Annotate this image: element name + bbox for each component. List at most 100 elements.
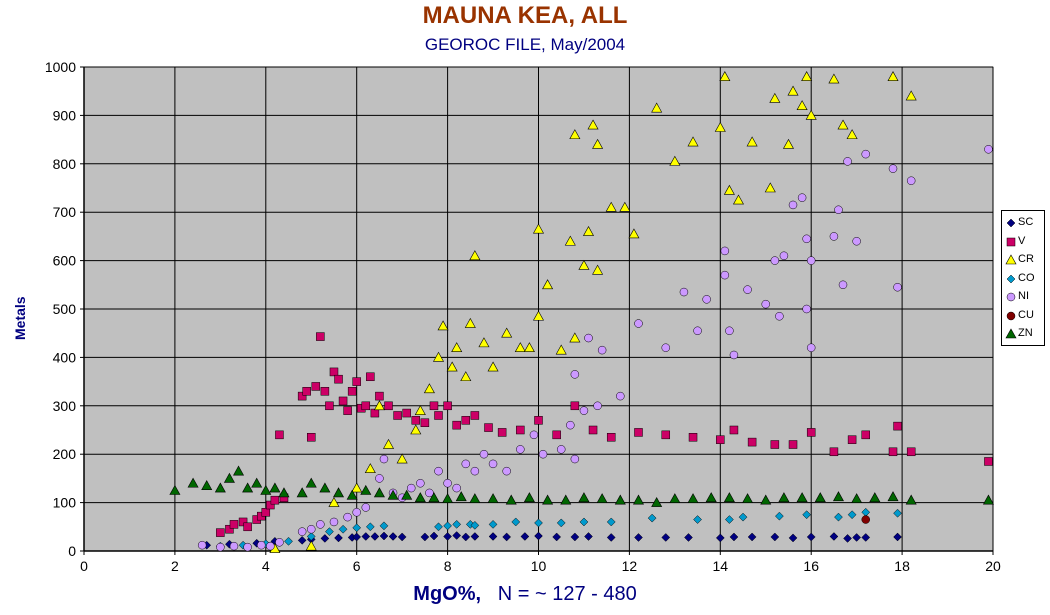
point-sc <box>320 534 330 543</box>
point-v <box>497 428 507 437</box>
point-ni <box>806 343 816 352</box>
point-ni <box>806 256 816 265</box>
point-v <box>370 408 380 418</box>
y-tick-label: 400 <box>53 349 77 365</box>
point-v <box>443 401 452 411</box>
point-v <box>270 495 280 505</box>
x-axis-title: MgO%, <box>413 583 482 605</box>
point-zn <box>723 492 735 503</box>
point-cr <box>451 342 463 353</box>
point-ni <box>770 256 780 265</box>
point-zn <box>614 494 626 505</box>
point-ni <box>861 149 870 159</box>
point-v <box>484 423 493 432</box>
legend-marker-co <box>1006 274 1016 283</box>
point-co <box>647 513 657 523</box>
point-v <box>338 396 348 406</box>
point-ni <box>479 449 489 459</box>
point-v <box>893 421 902 431</box>
point-v <box>688 433 698 442</box>
point-zn <box>523 492 535 503</box>
point-v <box>411 416 421 425</box>
point-ni <box>516 445 525 454</box>
point-zn <box>260 484 272 495</box>
point-co <box>511 517 521 527</box>
point-cr <box>719 71 731 81</box>
point-ni <box>584 333 593 343</box>
point-zn <box>982 494 994 505</box>
point-v <box>729 425 739 435</box>
point-co <box>452 520 462 529</box>
point-zn <box>214 482 226 493</box>
point-cr <box>714 121 726 132</box>
point-zn <box>760 494 772 505</box>
point-cr <box>328 496 340 507</box>
point-cr <box>801 71 813 81</box>
point-v <box>297 391 307 401</box>
point-ni <box>634 319 643 328</box>
point-ni <box>566 420 575 430</box>
point-cr <box>487 361 499 372</box>
point-v <box>334 374 343 384</box>
point-v <box>634 428 643 437</box>
point-cu <box>861 515 870 524</box>
point-cr <box>764 182 776 193</box>
point-ni <box>838 280 848 290</box>
point-zn <box>596 493 608 504</box>
point-ni <box>893 282 902 292</box>
point-ni <box>329 517 339 527</box>
point-zn <box>851 493 863 504</box>
point-zn <box>869 492 881 503</box>
point-ni <box>461 459 471 469</box>
point-zn <box>578 492 590 503</box>
x-tick-label: 4 <box>262 558 270 574</box>
point-co <box>338 524 348 534</box>
point-sc <box>452 531 462 540</box>
point-sc <box>502 532 512 542</box>
point-sc <box>861 533 871 542</box>
x-tick-label: 12 <box>622 558 638 574</box>
y-axis-label: Metals <box>12 296 28 340</box>
legend-label: CR <box>1018 253 1034 265</box>
point-ni <box>729 350 739 360</box>
legend-marker-v <box>1006 237 1016 246</box>
point-zn <box>233 465 245 476</box>
point-v <box>747 437 757 447</box>
point-ni <box>197 540 207 550</box>
point-zn <box>442 493 454 504</box>
point-cr <box>514 342 526 353</box>
point-cr <box>805 109 817 120</box>
legend-item-zn: ZN <box>1002 326 1046 342</box>
legend-marker-cu <box>1006 311 1016 320</box>
point-cr <box>437 320 449 331</box>
y-tick-label: 700 <box>53 204 77 220</box>
chart-legend: SC V CR CO NI CU ZN <box>1001 210 1045 346</box>
y-tick-label: 600 <box>53 253 77 269</box>
point-cr <box>828 73 840 84</box>
point-v <box>716 435 725 444</box>
point-cr <box>542 279 554 290</box>
point-zn <box>269 482 281 493</box>
point-zn <box>832 491 844 502</box>
point-sc <box>461 532 471 542</box>
legend-marker-ni <box>1006 292 1016 302</box>
point-zn <box>373 487 385 498</box>
point-v <box>266 500 275 510</box>
point-v <box>434 411 443 420</box>
point-ni <box>661 343 671 352</box>
point-ni <box>488 459 498 469</box>
point-v <box>570 401 580 411</box>
point-ni <box>597 345 607 355</box>
point-v <box>984 457 993 466</box>
point-sc <box>488 532 498 541</box>
x-tick-label: 10 <box>531 558 547 574</box>
point-ni <box>502 466 511 476</box>
x-tick-label: 14 <box>713 558 729 574</box>
point-zn <box>296 487 308 498</box>
point-zn <box>333 487 345 498</box>
point-co <box>443 521 452 531</box>
point-cr <box>460 371 472 382</box>
point-cr <box>305 540 317 551</box>
point-sc <box>361 532 371 541</box>
point-v <box>429 401 439 411</box>
